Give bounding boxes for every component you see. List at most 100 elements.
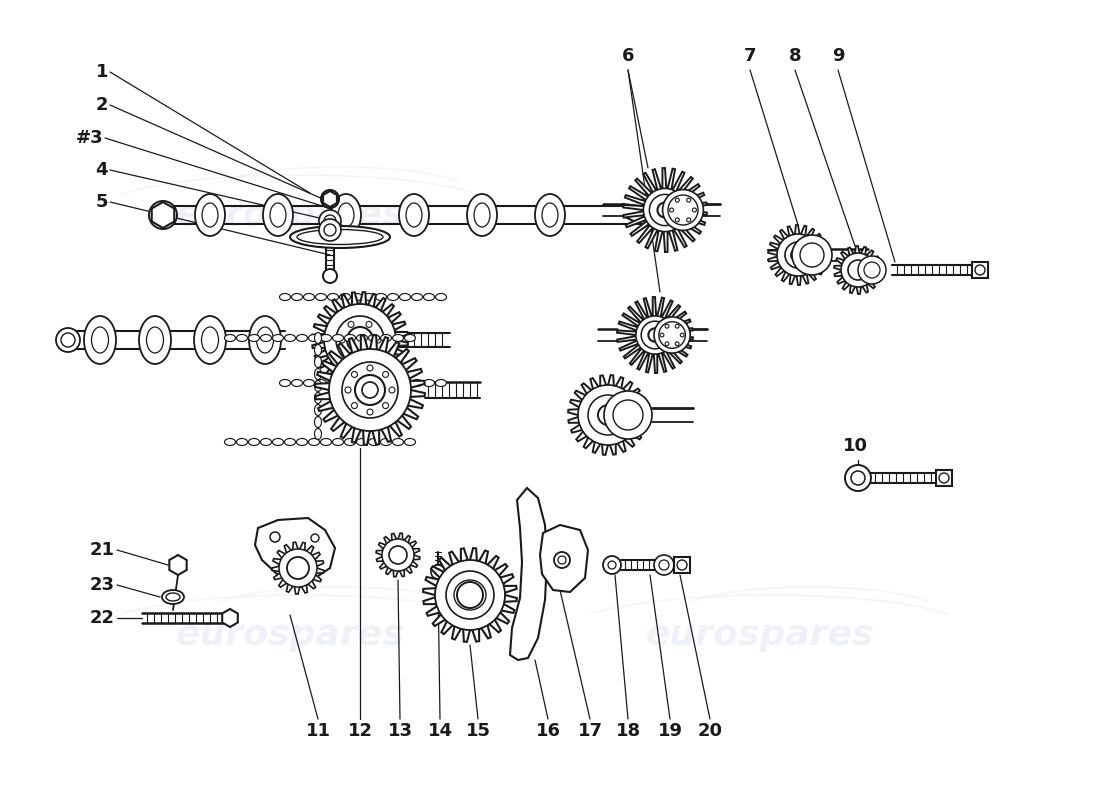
Circle shape xyxy=(434,560,505,630)
Ellipse shape xyxy=(224,334,235,342)
Ellipse shape xyxy=(328,379,339,386)
Ellipse shape xyxy=(315,381,321,391)
Text: 21: 21 xyxy=(90,541,116,559)
Circle shape xyxy=(675,218,680,222)
Circle shape xyxy=(692,208,696,212)
Ellipse shape xyxy=(331,194,361,236)
Text: 2: 2 xyxy=(96,96,108,114)
Text: eurospares: eurospares xyxy=(646,618,874,652)
Ellipse shape xyxy=(411,379,422,386)
Ellipse shape xyxy=(261,438,272,446)
Circle shape xyxy=(858,256,886,284)
Circle shape xyxy=(603,556,622,574)
Circle shape xyxy=(649,194,681,226)
Ellipse shape xyxy=(290,226,390,248)
Ellipse shape xyxy=(363,379,374,386)
Circle shape xyxy=(375,337,381,343)
Circle shape xyxy=(279,549,317,587)
Circle shape xyxy=(434,569,441,575)
Text: 5: 5 xyxy=(96,193,108,211)
Text: 4: 4 xyxy=(96,161,108,179)
Ellipse shape xyxy=(249,316,280,364)
Ellipse shape xyxy=(297,334,308,342)
Ellipse shape xyxy=(375,379,386,386)
Ellipse shape xyxy=(236,334,248,342)
Polygon shape xyxy=(152,202,174,228)
Circle shape xyxy=(641,321,669,349)
Text: 14: 14 xyxy=(428,722,452,740)
Circle shape xyxy=(777,234,820,276)
Circle shape xyxy=(800,243,824,267)
Ellipse shape xyxy=(315,357,321,367)
Text: 1: 1 xyxy=(96,63,108,81)
Circle shape xyxy=(654,555,674,575)
Circle shape xyxy=(666,342,669,346)
Polygon shape xyxy=(834,246,882,294)
Ellipse shape xyxy=(424,379,434,386)
Ellipse shape xyxy=(316,294,327,301)
Text: 8: 8 xyxy=(789,47,801,65)
Ellipse shape xyxy=(316,379,327,386)
Circle shape xyxy=(319,210,341,232)
Ellipse shape xyxy=(279,379,290,386)
Text: 15: 15 xyxy=(465,722,491,740)
Ellipse shape xyxy=(261,334,272,342)
Ellipse shape xyxy=(139,316,170,364)
Bar xyxy=(936,470,952,486)
Polygon shape xyxy=(323,191,337,207)
Circle shape xyxy=(287,557,309,579)
Circle shape xyxy=(366,322,372,327)
Ellipse shape xyxy=(285,438,296,446)
Circle shape xyxy=(389,546,407,564)
Ellipse shape xyxy=(340,379,351,386)
Circle shape xyxy=(659,322,685,348)
Ellipse shape xyxy=(320,438,331,446)
Circle shape xyxy=(342,362,398,418)
Ellipse shape xyxy=(328,294,339,301)
Circle shape xyxy=(670,208,673,212)
Circle shape xyxy=(339,337,345,343)
Circle shape xyxy=(431,565,446,579)
Ellipse shape xyxy=(273,438,284,446)
Ellipse shape xyxy=(381,438,392,446)
Ellipse shape xyxy=(405,438,416,446)
Ellipse shape xyxy=(387,379,398,386)
Circle shape xyxy=(792,235,832,275)
Circle shape xyxy=(367,365,373,371)
Circle shape xyxy=(382,539,414,571)
Circle shape xyxy=(666,324,669,328)
Ellipse shape xyxy=(315,405,321,415)
Ellipse shape xyxy=(84,316,116,364)
Text: 17: 17 xyxy=(578,722,603,740)
Circle shape xyxy=(842,253,874,287)
Polygon shape xyxy=(510,488,547,660)
Text: 18: 18 xyxy=(615,722,640,740)
Circle shape xyxy=(845,465,871,491)
Ellipse shape xyxy=(292,294,302,301)
Ellipse shape xyxy=(332,334,343,342)
Ellipse shape xyxy=(273,334,284,342)
Circle shape xyxy=(851,471,865,485)
Polygon shape xyxy=(540,525,589,592)
Circle shape xyxy=(311,534,319,542)
Circle shape xyxy=(348,353,354,358)
Text: 11: 11 xyxy=(306,722,330,740)
Circle shape xyxy=(324,304,396,376)
Circle shape xyxy=(362,382,378,398)
Text: 10: 10 xyxy=(843,437,868,455)
Circle shape xyxy=(329,349,411,431)
Circle shape xyxy=(660,333,664,337)
Text: 13: 13 xyxy=(387,722,412,740)
Circle shape xyxy=(319,219,341,241)
Circle shape xyxy=(383,402,388,409)
Ellipse shape xyxy=(393,438,404,446)
Polygon shape xyxy=(312,292,408,388)
Ellipse shape xyxy=(320,334,331,342)
Circle shape xyxy=(675,342,679,346)
Circle shape xyxy=(345,387,351,393)
Ellipse shape xyxy=(279,294,290,301)
Ellipse shape xyxy=(249,438,260,446)
Polygon shape xyxy=(222,609,238,627)
Polygon shape xyxy=(376,533,420,577)
Ellipse shape xyxy=(399,194,429,236)
